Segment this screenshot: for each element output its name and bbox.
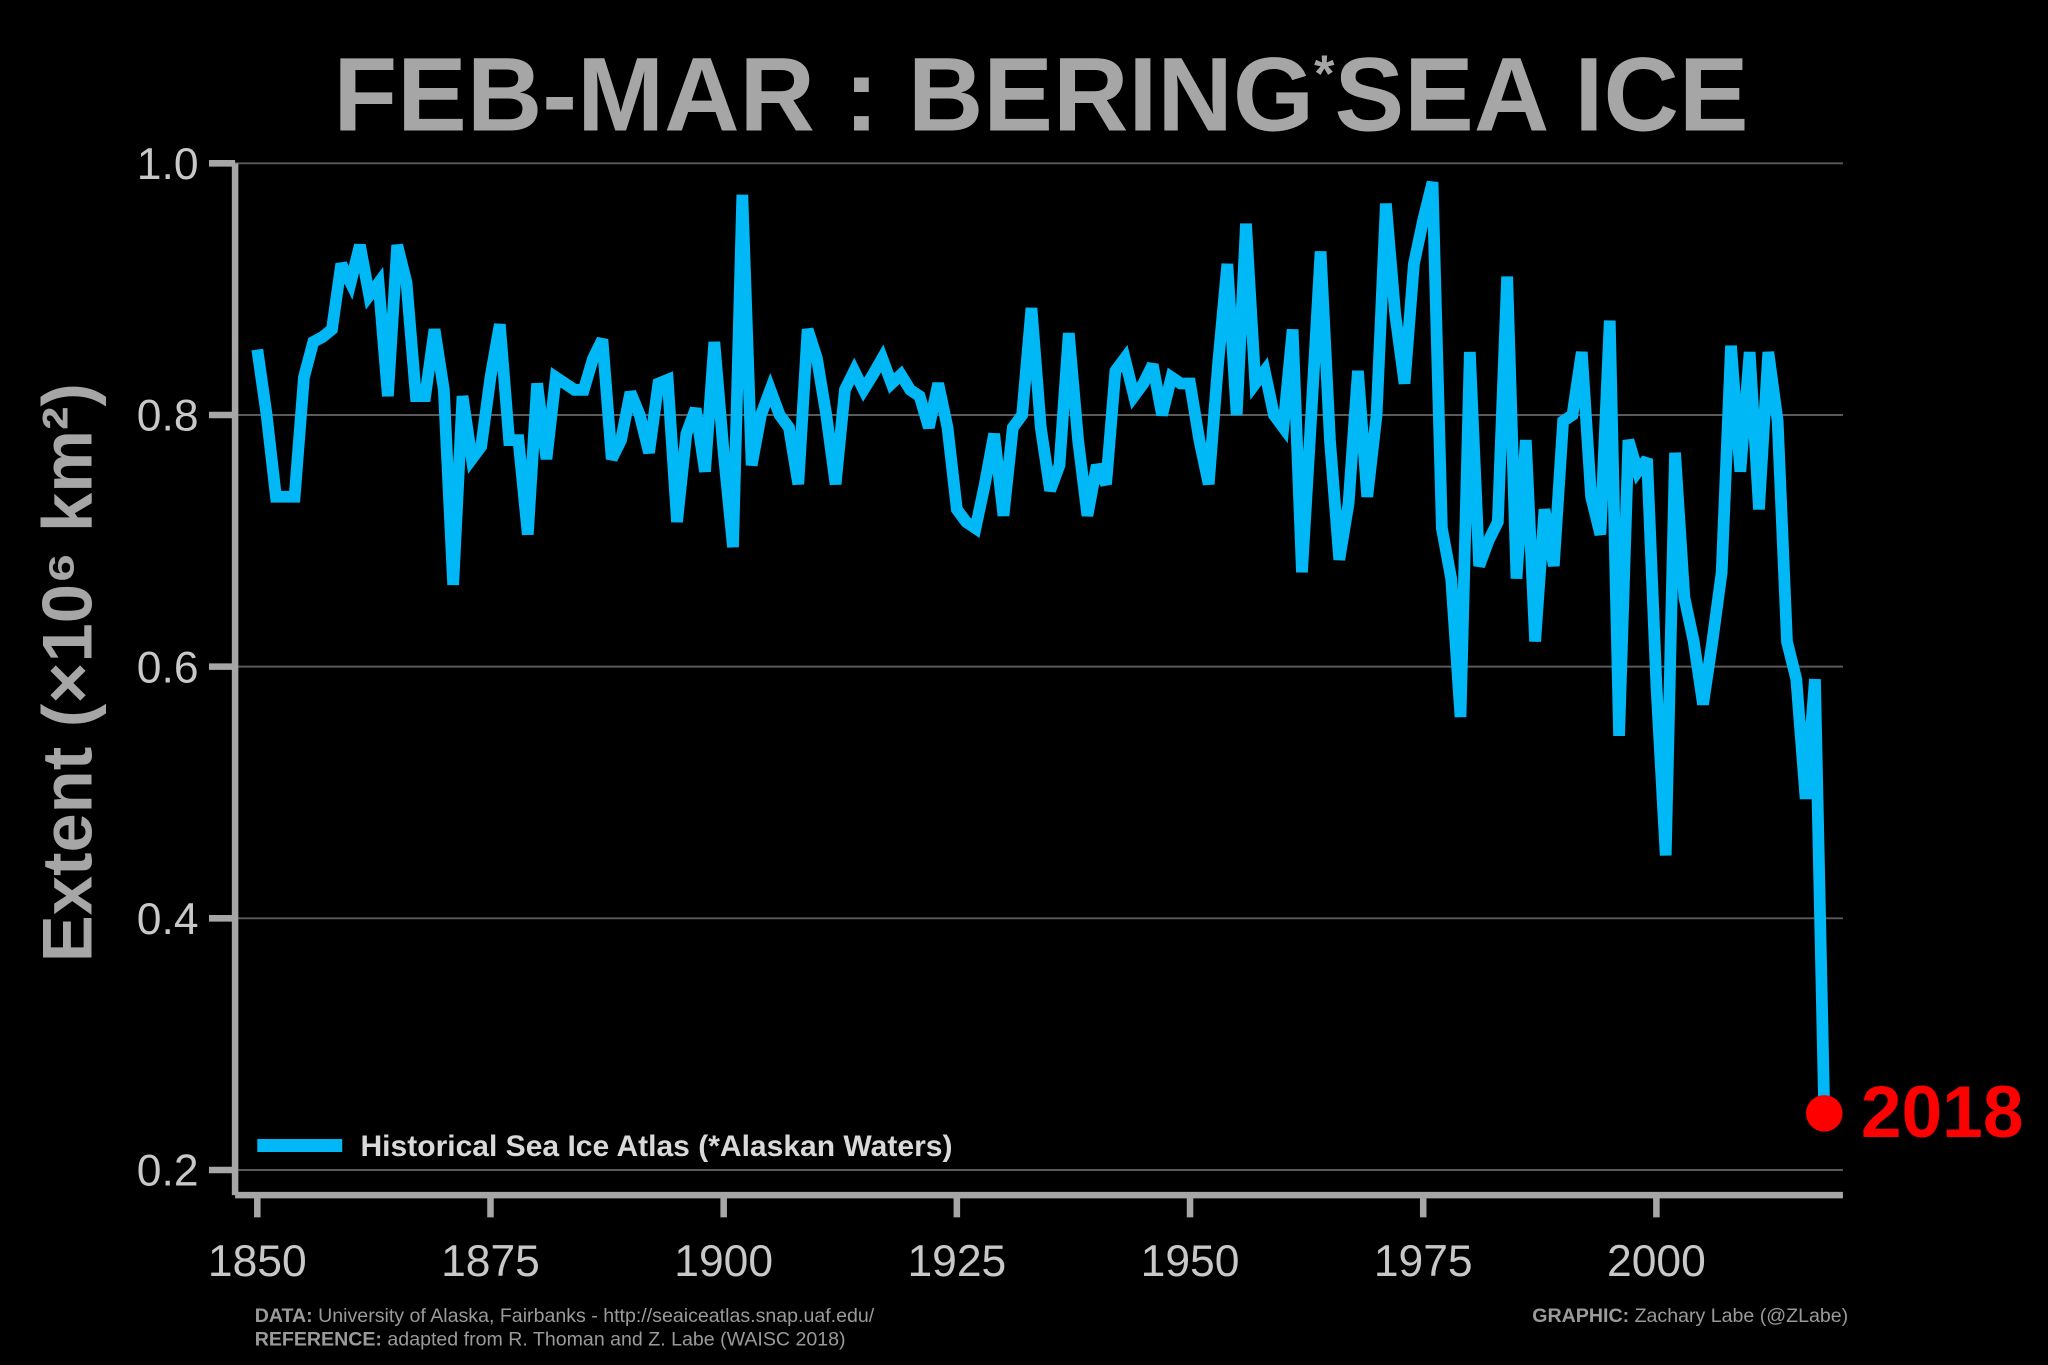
y-tick-label: 0.2: [137, 1147, 199, 1196]
footer-label: DATA:: [255, 1305, 313, 1327]
data-line: [251, 180, 1831, 1114]
y-tick-label: 0.8: [137, 392, 199, 441]
title-main: FEB-MAR : BERING: [333, 37, 1314, 154]
footer-reference: REFERENCE: adapted from R. Thoman and Z.…: [255, 1328, 846, 1350]
x-tick-label: 1925: [907, 1237, 1006, 1286]
y-axis-label: Extent (×10⁶ km²): [27, 383, 106, 962]
x-tick-label: 1875: [441, 1237, 540, 1286]
footer-text: adapted from R. Thoman and Z. Labe (WAIS…: [387, 1328, 845, 1350]
footer-text: University of Alaska, Fairbanks - http:/…: [318, 1305, 875, 1327]
footer-label: GRAPHIC:: [1532, 1305, 1629, 1327]
x-tick-label: 1850: [208, 1237, 307, 1286]
y-tick-label: 1.0: [137, 140, 199, 189]
footer-data: DATA: University of Alaska, Fairbanks - …: [255, 1305, 875, 1327]
x-tick-label: 1950: [1141, 1237, 1240, 1286]
annotation: 2018: [1861, 1072, 2024, 1153]
footer-label: REFERENCE:: [255, 1328, 382, 1350]
footer-graphic: GRAPHIC: Zachary Labe (@ZLabe): [1532, 1305, 1848, 1327]
x-tick-label: 2000: [1607, 1237, 1706, 1286]
y-tick-label: 0.6: [137, 643, 199, 692]
chart-title: FEB-MAR : BERING*SEA ICE: [333, 37, 1748, 154]
x-tick-label: 1900: [674, 1237, 773, 1286]
legend-label: Historical Sea Ice Atlas (*Alaskan Water…: [360, 1130, 952, 1163]
title-suffix: SEA ICE: [1334, 37, 1748, 154]
footer-text: Zachary Labe (@ZLabe): [1635, 1305, 1849, 1327]
title-asterisk: *: [1314, 45, 1335, 103]
y-tick-label: 0.4: [137, 895, 199, 944]
highlight-point: [1805, 1095, 1843, 1132]
x-tick-label: 1975: [1374, 1237, 1473, 1286]
